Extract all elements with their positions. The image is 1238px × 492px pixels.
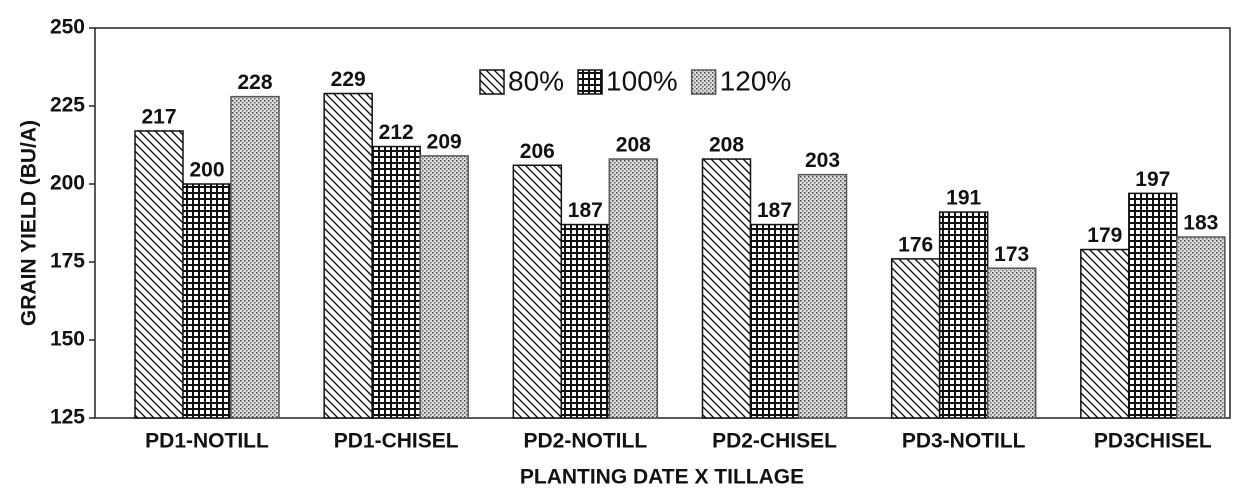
bar	[797, 173, 848, 419]
bar	[419, 155, 469, 419]
value-label: 200	[189, 159, 224, 182]
y-tick-label: 250	[50, 16, 85, 39]
value-label: 197	[1135, 168, 1170, 191]
bar	[608, 158, 659, 419]
plot-frame	[94, 27, 1231, 419]
bar	[134, 130, 184, 419]
value-label: 228	[237, 71, 272, 94]
value-label: 187	[757, 199, 792, 222]
bar	[182, 183, 232, 419]
bar	[1176, 236, 1226, 419]
legend-swatch	[690, 69, 717, 95]
value-label: 209	[427, 130, 462, 153]
value-label: 203	[805, 149, 840, 172]
x-tick-label: PD2-NOTILL	[523, 430, 647, 453]
value-label: 208	[616, 134, 651, 157]
legend-label: 100%	[606, 65, 678, 96]
x-tick-label: PD3-NOTILL	[902, 430, 1026, 453]
bar	[230, 95, 280, 419]
value-label: 191	[946, 187, 981, 210]
legend-swatch	[577, 69, 603, 95]
bar	[560, 223, 611, 419]
legend-label: 80%	[508, 65, 564, 96]
y-tick-label: 200	[50, 172, 85, 195]
bar	[938, 211, 989, 419]
y-tick-label: 175	[50, 250, 85, 273]
x-axis-title: PLANTING DATE X TILLAGE	[520, 466, 804, 489]
bar	[890, 258, 941, 419]
value-label: 229	[331, 68, 366, 91]
y-tick-label: 150	[50, 328, 85, 351]
bar	[749, 223, 800, 419]
y-axis-title: GRAIN YIELD (BU/A)	[18, 120, 41, 326]
value-label: 183	[1183, 212, 1218, 235]
legend: 80% 100% 120%	[479, 65, 792, 96]
bar	[512, 164, 563, 419]
bar	[323, 92, 373, 419]
y-tick-label: 125	[50, 406, 85, 429]
value-label: 179	[1087, 224, 1122, 247]
bar	[701, 158, 752, 419]
value-label: 206	[520, 140, 555, 163]
legend-label: 120%	[720, 65, 792, 96]
value-label: 173	[994, 243, 1029, 266]
value-label: 208	[709, 134, 744, 157]
legend-swatch	[479, 69, 505, 95]
value-label: 212	[379, 121, 414, 144]
value-label: 176	[898, 233, 933, 256]
x-tick-label: PD2-CHISEL	[712, 430, 837, 453]
value-label: 187	[568, 199, 603, 222]
bar	[371, 145, 421, 419]
bar	[986, 267, 1037, 419]
bar	[1080, 248, 1130, 419]
bar	[1128, 192, 1178, 419]
y-tick-label: 225	[50, 94, 85, 117]
value-label: 217	[141, 106, 176, 129]
x-tick-label: PD1-CHISEL	[334, 430, 459, 453]
x-tick-label: PD1-NOTILL	[145, 430, 269, 453]
x-tick-label: PD3CHISEL	[1094, 430, 1212, 453]
